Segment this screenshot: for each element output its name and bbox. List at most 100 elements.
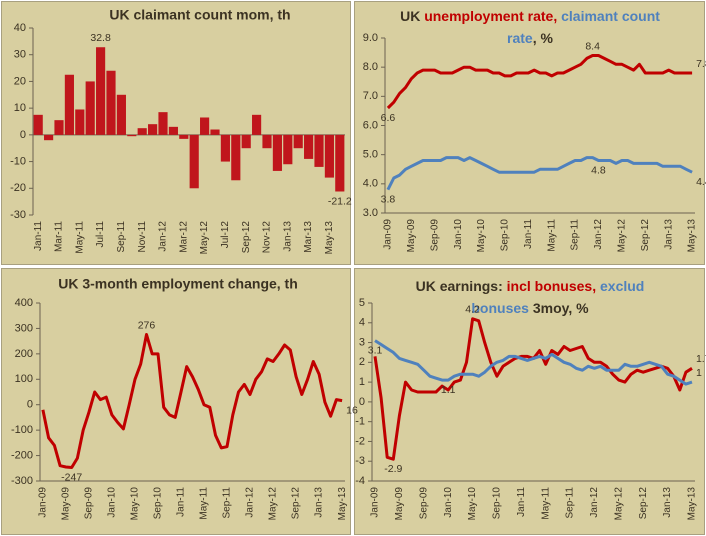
bar — [85, 81, 95, 135]
chart-title: UK earnings: incl bonuses, exclud — [416, 278, 645, 294]
chart-title: UK claimant count mom, th — [109, 7, 290, 23]
x-tick-label: May-13 — [687, 219, 698, 253]
x-tick-label: May-11 — [199, 487, 210, 520]
x-tick-label: Sep-09 — [429, 219, 440, 252]
x-tick-label: Mar-13 — [303, 221, 314, 253]
y-tick-label: 200 — [15, 348, 33, 360]
x-tick-label: Jan-13 — [282, 221, 293, 252]
x-tick-label: Sep-11 — [570, 219, 581, 251]
x-tick-label: Jul-12 — [220, 221, 231, 249]
title-part: rate — [507, 30, 533, 46]
panel — [1, 268, 351, 535]
y-tick-label: -3 — [355, 455, 365, 467]
panel — [354, 268, 705, 535]
x-tick-label: May-12 — [613, 487, 624, 521]
x-tick-label: May-10 — [467, 487, 478, 521]
x-tick-label: Jan-11 — [523, 219, 534, 249]
x-tick-label: May-11 — [74, 221, 85, 254]
x-tick-label: Jan-10 — [453, 219, 464, 250]
y-tick-label: 1 — [359, 376, 365, 388]
bar — [293, 134, 303, 149]
x-tick-label: Jan-13 — [663, 219, 674, 250]
line-series — [374, 339, 693, 386]
chart-title: UK 3-month employment change, th — [58, 276, 298, 292]
x-tick-label: Jan-10 — [443, 487, 454, 518]
y-tick-label: 2 — [359, 356, 365, 368]
line-series — [41, 333, 343, 469]
bar — [283, 134, 293, 165]
y-tick-label: -4 — [355, 475, 365, 487]
value-label: 7.8 — [696, 58, 706, 70]
title-part: claimant count — [561, 8, 660, 24]
x-tick-label: Mar-12 — [178, 221, 189, 253]
x-tick-label: Nov-11 — [137, 221, 148, 253]
bar — [158, 112, 168, 135]
bar — [106, 70, 116, 135]
y-tick-label: 30 — [14, 49, 26, 61]
x-tick-label: Jan-13 — [314, 487, 325, 518]
x-tick-label: May-10 — [476, 219, 487, 253]
y-tick-label: 5.0 — [363, 149, 378, 161]
chart-title: UK unemployment rate, claimant count — [400, 8, 660, 24]
panel — [354, 1, 705, 265]
title-part: unemployment rate, — [424, 8, 561, 24]
x-tick-label: Jan-09 — [370, 487, 381, 518]
y-tick-label: 0 — [20, 129, 26, 141]
y-tick-label: 100 — [15, 373, 33, 385]
x-tick-label: Jul-11 — [95, 221, 106, 248]
x-tick-label: Jan-11 — [33, 221, 44, 251]
x-tick-label: Sep-12 — [241, 221, 252, 254]
y-tick-label: 300 — [15, 322, 33, 334]
x-tick-label: Sep-12 — [640, 219, 651, 252]
x-tick-label: Jan-12 — [589, 487, 600, 518]
line-series — [386, 156, 693, 191]
title-part: , % — [533, 30, 554, 46]
y-tick-label: 3.0 — [363, 207, 378, 219]
value-label: -2.9 — [384, 463, 402, 475]
x-tick-label: May-12 — [199, 221, 210, 255]
value-label: 4.8 — [591, 164, 606, 176]
bar — [148, 124, 158, 135]
x-tick-label: May-09 — [394, 487, 405, 521]
x-tick-label: Sep-11 — [222, 487, 233, 519]
y-tick-label: -20 — [10, 182, 26, 194]
y-tick-label: 6.0 — [363, 119, 378, 131]
x-tick-label: Jan-10 — [107, 487, 118, 518]
bar — [127, 134, 137, 137]
bar — [304, 134, 314, 159]
y-tick-label: -100 — [11, 424, 33, 436]
x-tick-label: Sep-09 — [84, 487, 95, 520]
value-label: 6.6 — [381, 112, 396, 124]
bar — [137, 128, 147, 135]
x-tick-label: Sep-10 — [153, 487, 164, 520]
x-tick-label: Jan-09 — [383, 219, 394, 250]
value-label: 8.4 — [585, 40, 600, 52]
bar — [44, 134, 54, 141]
x-tick-label: May-11 — [546, 219, 557, 252]
bar — [324, 134, 334, 178]
chart-title: rate, % — [507, 30, 553, 46]
y-tick-label: 0 — [27, 399, 33, 411]
x-tick-label: Sep-12 — [291, 487, 302, 520]
bar — [179, 134, 189, 139]
x-tick-label: Jan-12 — [593, 219, 604, 250]
bar — [252, 114, 262, 135]
x-tick-label: Mar-11 — [54, 221, 65, 252]
bar — [96, 47, 106, 135]
y-tick-label: -300 — [11, 475, 33, 487]
value-label: 4.2 — [465, 304, 480, 316]
value-label: 32.8 — [90, 32, 111, 44]
x-tick-label: May-12 — [268, 487, 279, 521]
value-label: 276 — [138, 319, 156, 331]
title-part: exclud — [596, 278, 644, 294]
x-tick-label: May-10 — [130, 487, 141, 521]
y-tick-label: -1 — [355, 416, 365, 428]
x-tick-label: Sep-09 — [418, 487, 429, 520]
x-tick-label: Jan-11 — [176, 487, 187, 517]
bar — [220, 134, 230, 162]
bar — [33, 114, 43, 135]
y-tick-label: 7.0 — [363, 90, 378, 102]
x-tick-label: Nov-12 — [262, 221, 273, 254]
x-tick-label: Sep-10 — [500, 219, 511, 252]
